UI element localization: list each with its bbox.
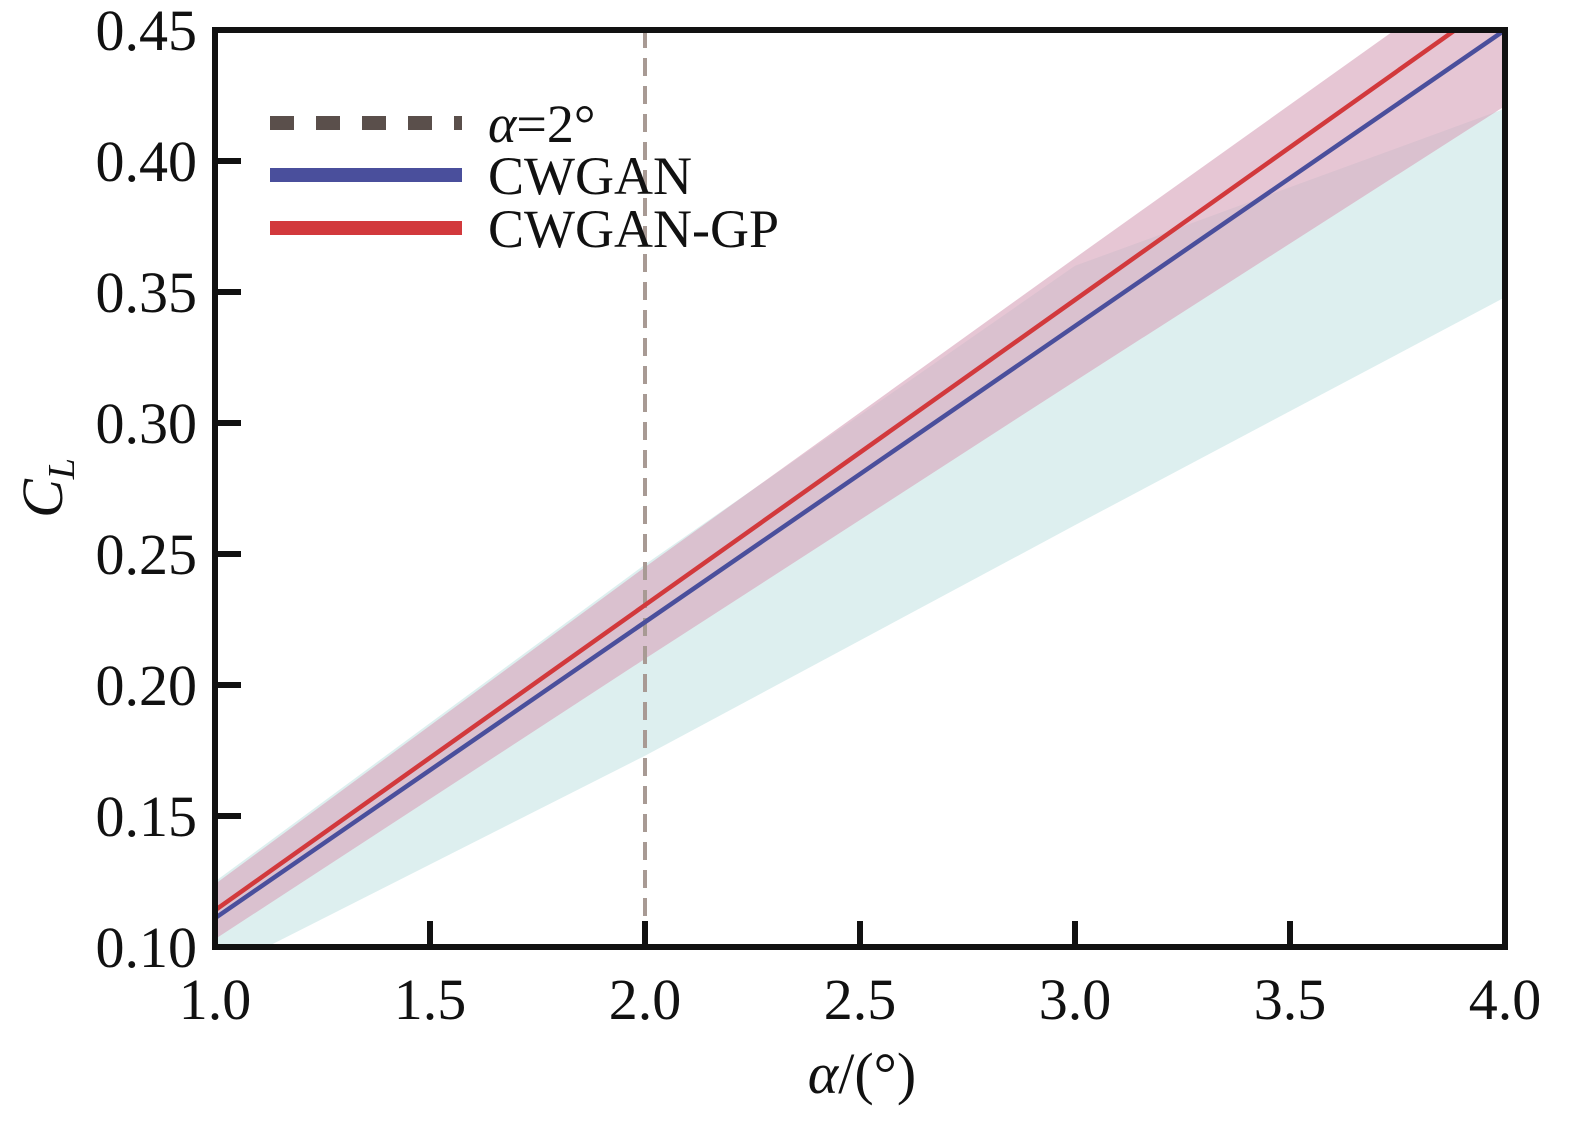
series-lines (215, 30, 1505, 921)
y-axis-label-subscript: L (41, 458, 83, 480)
x-tick-label: 4.0 (1469, 967, 1542, 1032)
legend-label-cwgan: CWGAN (488, 146, 692, 206)
x-tick-label: 3.0 (1039, 967, 1112, 1032)
legend-label-cwgan-gp: CWGAN-GP (488, 199, 779, 259)
legend: α=2° CWGAN CWGAN-GP (270, 94, 779, 259)
line-cwgan (215, 30, 1505, 921)
svg-text:CL: CL (10, 458, 83, 518)
y-tick-label: 0.15 (96, 784, 198, 849)
confidence-bands (215, 30, 1505, 947)
y-tick-label: 0.10 (96, 915, 198, 980)
x-axis-label-symbol: α (808, 1041, 840, 1106)
y-tick-label: 0.35 (96, 260, 198, 325)
legend-label-vline-rest: =2° (516, 94, 595, 154)
x-tick-label: 3.5 (1254, 967, 1327, 1032)
x-tick-label: 1.0 (179, 967, 252, 1032)
x-tick-label: 2.0 (609, 967, 682, 1032)
band-cwgan-gp (215, 30, 1505, 940)
legend-label-vline: α=2° (488, 94, 595, 154)
y-tick-label: 0.40 (96, 129, 198, 194)
y-tick-label: 0.30 (96, 391, 198, 456)
y-axis-label: CL (10, 458, 83, 518)
legend-label-vline-symbol: α (488, 94, 518, 154)
x-axis-label-unit: /(°) (838, 1041, 916, 1106)
y-axis: 0.10 0.15 0.20 0.25 0.30 0.35 0.40 0.45 (96, 0, 241, 980)
x-tick-label: 2.5 (824, 967, 897, 1032)
x-axis: 1.0 1.5 2.0 2.5 3.0 3.5 4.0 (179, 921, 1542, 1032)
band-cwgan (215, 108, 1505, 947)
x-tick-label: 1.5 (394, 967, 467, 1032)
y-tick-label: 0.25 (96, 522, 198, 587)
y-tick-label: 0.45 (96, 0, 198, 63)
y-tick-label: 0.20 (96, 653, 198, 718)
y-axis-label-main: C (10, 478, 75, 518)
line-cwgan-gp (215, 30, 1460, 913)
x-axis-label: α/(°) (808, 1041, 916, 1106)
